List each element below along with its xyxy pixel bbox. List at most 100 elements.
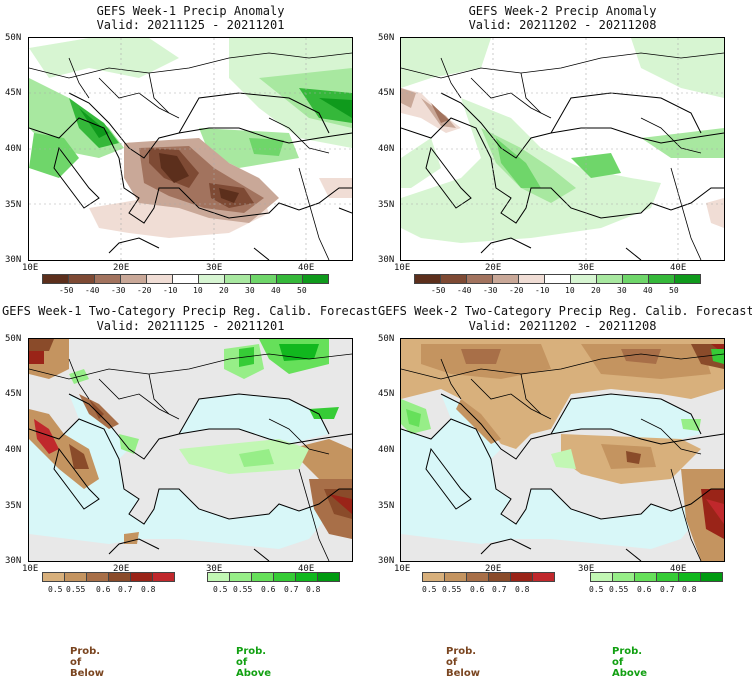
colorbar-label: 0.55 — [66, 585, 86, 594]
colorbar-label: 0.7 — [492, 585, 507, 594]
panel-title: GEFS Week-1 Precip Anomaly — [96, 4, 285, 18]
lat-label-40n: 40N — [5, 445, 22, 455]
colorbar-swatch — [612, 572, 635, 582]
colorbar-swatch — [207, 572, 230, 582]
colorbar-swatch — [622, 274, 649, 284]
colorbar-label: 0.5 — [589, 585, 604, 594]
colorbar-label: 20 — [219, 286, 229, 295]
colorbar-label: -20 — [509, 286, 524, 295]
colorbar-label: 20 — [591, 286, 601, 295]
colorbar-label: 0.7 — [284, 585, 299, 594]
anomaly-colorbar-week2 — [414, 274, 701, 284]
above-probability-cells — [401, 349, 724, 469]
lat-label-50n: 50N — [5, 334, 22, 344]
lat-label-35n: 35N — [5, 200, 22, 210]
colorbar-swatch — [224, 274, 251, 284]
lat-label-30n: 30N — [5, 556, 22, 566]
colorbar-label: -40 — [85, 286, 100, 295]
lon-label-10e: 10E — [394, 564, 411, 574]
colorbar-label: 0.5 — [48, 585, 63, 594]
borders — [401, 353, 724, 561]
colorbar-swatch — [678, 572, 701, 582]
lon-label-10e: 10E — [22, 564, 39, 574]
lat-label-50n: 50N — [378, 334, 395, 344]
lon-label-40e: 40E — [298, 263, 315, 273]
panel-valid-dates: Valid: 20211202 - 20211208 — [468, 18, 657, 32]
brown-dry-anomalies — [89, 138, 352, 238]
lat-label-50n: 50N — [378, 33, 395, 43]
lat-label-30n: 30N — [5, 255, 22, 265]
colorbar-label: -10 — [163, 286, 178, 295]
colorbar-swatch — [422, 572, 445, 582]
gridlines — [401, 38, 724, 260]
prob-below-label: Prob. of Below — [70, 646, 104, 679]
anomaly-map-week1-graphic — [29, 38, 352, 260]
anomaly-map-week2-graphic — [401, 38, 724, 260]
probability-map-week1-graphic — [29, 339, 352, 561]
lat-label-40n: 40N — [378, 445, 395, 455]
lon-label-10e: 10E — [394, 263, 411, 273]
probability-map-week2-graphic — [401, 339, 724, 561]
colorbar-label: 0.8 — [306, 585, 321, 594]
brown-dry-anomalies — [401, 88, 724, 228]
lon-label-40e: 40E — [670, 564, 687, 574]
colorbar-swatch — [700, 572, 723, 582]
colorbar-swatch — [414, 274, 441, 284]
colorbar-label: 0.8 — [141, 585, 156, 594]
colorbar-label: 0.6 — [637, 585, 652, 594]
colorbar-label: -50 — [59, 286, 74, 295]
colorbar-swatch — [544, 274, 571, 284]
colorbar-label: 10 — [193, 286, 203, 295]
colorbar-swatch — [276, 274, 303, 284]
colorbar-swatch — [444, 572, 467, 582]
colorbar-swatch — [250, 274, 277, 284]
green-wet-anomalies — [401, 38, 724, 243]
colorbar-label: 30 — [245, 286, 255, 295]
panel-valid-dates: Valid: 20211125 - 20211201 — [96, 319, 285, 333]
colorbar-label: -30 — [111, 286, 126, 295]
colorbar-label: 0.5 — [422, 585, 437, 594]
colorbar-swatch — [466, 274, 493, 284]
colorbar-swatch — [42, 572, 65, 582]
colorbar-label: 40 — [643, 286, 653, 295]
coastlines — [401, 92, 724, 260]
colorbar-swatch — [172, 274, 199, 284]
lat-label-35n: 35N — [5, 501, 22, 511]
colorbar-swatch — [152, 572, 175, 582]
lat-label-45n: 45N — [378, 88, 395, 98]
prob-below-label: Prob. of Below — [446, 646, 480, 679]
lat-label-35n: 35N — [378, 200, 395, 210]
borders — [29, 353, 352, 561]
coastlines — [401, 393, 724, 561]
colorbar-label: 0.55 — [609, 585, 629, 594]
lat-label-50n: 50N — [5, 33, 22, 43]
anomaly-map-week1 — [28, 37, 353, 261]
colorbar-swatch — [510, 572, 533, 582]
above-colorbar-week1 — [207, 572, 340, 582]
panel-valid-dates: Valid: 20211202 - 20211208 — [468, 319, 657, 333]
coastlines — [29, 92, 352, 260]
colorbar-swatch — [42, 274, 69, 284]
colorbar-label: 50 — [669, 286, 679, 295]
colorbar-swatch — [466, 572, 489, 582]
colorbar-label: -30 — [483, 286, 498, 295]
panel-title: GEFS Week-1 Two-Category Precip Reg. Cal… — [2, 304, 378, 318]
borders — [29, 52, 352, 260]
colorbar-label: 0.6 — [96, 585, 111, 594]
colorbar-label: -20 — [137, 286, 152, 295]
coastlines — [29, 393, 352, 561]
lat-label-45n: 45N — [5, 88, 22, 98]
colorbar-swatch — [492, 274, 519, 284]
colorbar-swatch — [590, 572, 613, 582]
colorbar-label: -10 — [535, 286, 550, 295]
panel-title: GEFS Week-2 Precip Anomaly — [468, 4, 657, 18]
probability-map-week2 — [400, 338, 725, 562]
colorbar-swatch — [130, 572, 153, 582]
panel-title: GEFS Week-2 Two-Category Precip Reg. Cal… — [378, 304, 752, 318]
lat-label-45n: 45N — [5, 389, 22, 399]
colorbar-label: -50 — [431, 286, 446, 295]
colorbar-swatch — [94, 274, 121, 284]
colorbar-swatch — [86, 572, 109, 582]
colorbar-swatch — [570, 274, 597, 284]
prob-above-label: Prob. of Above — [612, 646, 648, 679]
